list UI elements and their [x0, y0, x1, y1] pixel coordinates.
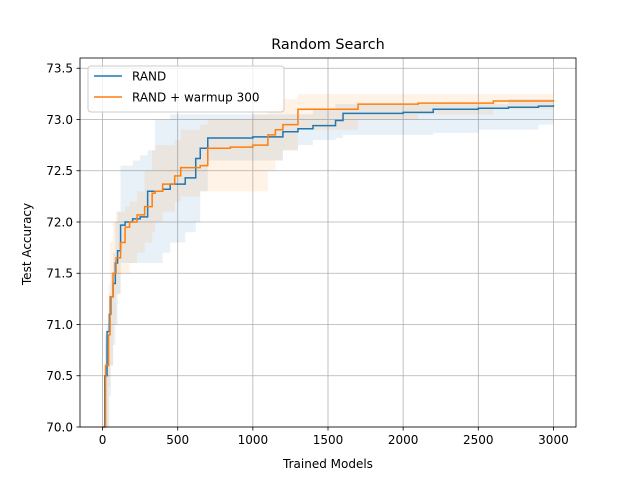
y-tick-label: 71.0 [46, 318, 73, 332]
x-tick-label: 1000 [238, 433, 269, 447]
y-tick-label: 73.5 [46, 62, 73, 76]
series-band-2 [102, 93, 554, 428]
x-tick-label: 2500 [463, 433, 494, 447]
x-tick-label: 0 [99, 433, 107, 447]
x-tick-label: 500 [166, 433, 189, 447]
series-line-2 [102, 100, 555, 428]
y-tick-label: 73.0 [46, 113, 73, 127]
series-lines [102, 100, 555, 428]
chart-title: Random Search [271, 37, 385, 53]
y-axis-label: Test Accuracy [20, 203, 34, 286]
legend-box [87, 65, 285, 113]
y-tick-label: 70.0 [46, 420, 73, 434]
legend-label: RAND [132, 69, 166, 83]
x-tick-label: 2000 [388, 433, 419, 447]
legend-label: RAND + warmup 300 [132, 90, 259, 104]
y-tick-label: 72.0 [46, 215, 73, 229]
x-tick-label: 3000 [538, 433, 569, 447]
y-tick-label: 71.5 [46, 267, 73, 281]
y-tick-label: 72.5 [46, 164, 73, 178]
x-tick-label: 1500 [313, 433, 344, 447]
legend: RAND RAND + warmup 300 [87, 65, 285, 113]
x-axis-label: Trained Models [282, 457, 373, 471]
y-tick-label: 70.5 [46, 369, 73, 383]
confidence-bands [102, 93, 554, 428]
axis-ticks: 0 500 1000 1500 2000 2500 3000 70.0 70.5 71.0 71.5… [46, 62, 568, 447]
